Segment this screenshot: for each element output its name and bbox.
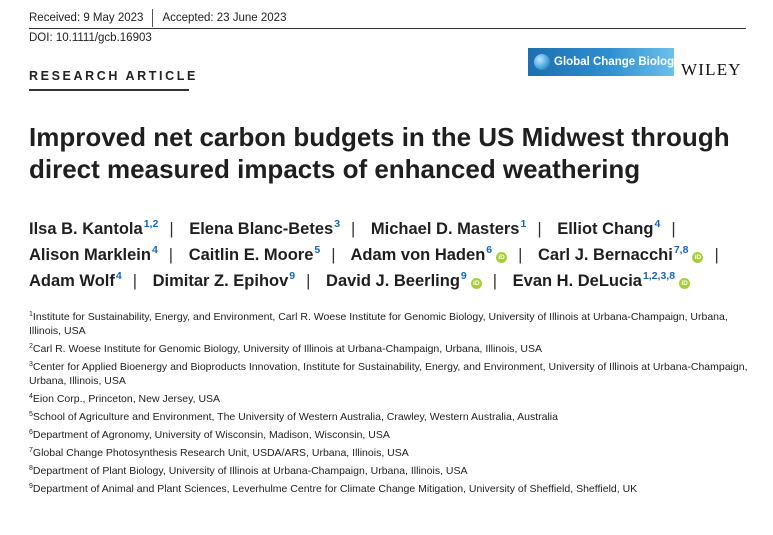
author-name-text: Evan H. DeLucia — [512, 272, 642, 290]
author-separator: | — [492, 272, 498, 290]
author-separator: | — [518, 246, 523, 264]
affiliation-number: 5 — [29, 411, 33, 418]
affiliation-marker[interactable]: 5 — [314, 244, 321, 256]
author-name[interactable]: Evan H. DeLucia1,2,3,8iD — [512, 270, 691, 290]
affiliation-number: 9 — [29, 483, 33, 490]
received-date: Received: 9 May 2023 — [29, 12, 144, 24]
author-name-text: Alison Marklein — [29, 246, 151, 264]
affiliation-text: Center for Applied Bioenergy and Bioprod… — [29, 361, 748, 387]
author-name[interactable]: Carl J. Bernacchi7,8iD — [538, 244, 704, 264]
author-name-text: Michael D. Masters — [370, 220, 520, 238]
affiliation-marker[interactable]: 6 — [486, 244, 493, 256]
affiliation-list: 1Institute for Sustainability, Energy, a… — [29, 310, 754, 500]
author-name-text: David J. Beerling — [326, 272, 460, 290]
affiliation-text: Carl R. Woese Institute for Genomic Biol… — [32, 343, 542, 355]
affiliation-number: 6 — [29, 429, 33, 436]
author-name[interactable]: Michael D. Masters1 — [370, 218, 527, 238]
affiliation-text: Eion Corp., Princeton, New Jersey, USA — [32, 393, 221, 405]
author-name[interactable]: Caitlin E. Moore5 — [188, 244, 321, 264]
affiliation-item: 6Department of Agronomy, University of W… — [29, 428, 754, 442]
affiliation-number: 1 — [29, 311, 33, 318]
affiliation-text: School of Agriculture and Environment, T… — [32, 411, 558, 423]
affiliation-number: 8 — [29, 465, 33, 472]
author-name-text: Elena Blanc-Betes — [189, 220, 334, 238]
affiliation-number: 7 — [29, 447, 33, 454]
article-type-underline — [29, 89, 189, 91]
author-separator: | — [331, 246, 336, 264]
affiliation-number: 3 — [29, 361, 33, 368]
author-separator: | — [169, 220, 174, 238]
article-title: Improved net carbon budgets in the US Mi… — [29, 122, 730, 184]
author-name-text: Ilsa B. Kantola — [29, 220, 143, 238]
affiliation-item: 7Global Change Photosynthesis Research U… — [29, 446, 754, 460]
affiliation-marker[interactable]: 7,8 — [673, 244, 689, 256]
orcid-icon[interactable]: iD — [679, 278, 691, 289]
author-name[interactable]: David J. Beerling9iD — [326, 270, 482, 290]
affiliation-marker[interactable]: 1,2,3,8 — [642, 270, 676, 282]
author-separator: | — [306, 272, 311, 290]
affiliation-marker[interactable]: 4 — [654, 218, 661, 230]
affiliation-item: 4Eion Corp., Princeton, New Jersey, USA — [29, 392, 754, 406]
globe-icon — [534, 54, 550, 70]
affiliation-text: Global Change Photosynthesis Research Un… — [32, 447, 409, 459]
author-separator: | — [132, 272, 138, 290]
affiliation-item: 8Department of Plant Biology, University… — [29, 464, 754, 478]
author-name-text: Carl J. Bernacchi — [538, 246, 673, 264]
author-separator: | — [168, 246, 174, 264]
affiliation-item: 3Center for Applied Bioenergy and Biopro… — [29, 360, 754, 388]
affiliation-text: Department of Animal and Plant Sciences,… — [32, 483, 638, 495]
affiliation-marker[interactable]: 1,2 — [143, 218, 159, 230]
journal-name: Global Change Biology — [554, 56, 681, 68]
author-name-text: Adam Wolf — [29, 272, 115, 290]
accepted-date: Accepted: 23 June 2023 — [162, 12, 287, 24]
author-name-text: Adam von Haden — [350, 246, 486, 264]
author-name-text: Elliot Chang — [557, 220, 654, 238]
orcid-icon[interactable]: iD — [470, 278, 482, 289]
affiliation-item: 2Carl R. Woese Institute for Genomic Bio… — [29, 342, 754, 356]
author-separator: | — [671, 220, 676, 238]
affiliation-text: Department of Plant Biology, University … — [32, 465, 468, 477]
affiliation-marker[interactable]: 9 — [289, 270, 296, 282]
author-name[interactable]: Alison Marklein4 — [29, 244, 158, 264]
author-name[interactable]: Dimitar Z. Epihov9 — [152, 270, 296, 290]
article-type-label: RESEARCH ARTICLE — [29, 69, 198, 83]
affiliation-marker[interactable]: 3 — [334, 218, 341, 230]
doi-link[interactable]: DOI: 10.1111/gcb.16903 — [29, 32, 152, 44]
affiliation-marker[interactable]: 4 — [151, 244, 158, 256]
author-name-text: Dimitar Z. Epihov — [152, 272, 289, 290]
author-separator: | — [351, 220, 356, 238]
author-list: Ilsa B. Kantola1,2 | Elena Blanc-Betes3 | … — [29, 216, 749, 294]
affiliation-item: 1Institute for Sustainability, Energy, a… — [29, 310, 754, 338]
affiliation-text: Institute for Sustainability, Energy, an… — [29, 311, 728, 337]
article-dates: Received: 9 May 2023 Accepted: 23 June 2… — [29, 9, 286, 27]
date-divider — [152, 9, 154, 27]
author-name[interactable]: Adam Wolf4 — [29, 270, 122, 290]
orcid-icon[interactable]: iD — [692, 252, 704, 263]
affiliation-text: Department of Agronomy, University of Wi… — [32, 429, 390, 441]
author-name-text: Caitlin E. Moore — [188, 246, 314, 264]
author-separator: | — [714, 246, 719, 264]
affiliation-marker[interactable]: 9 — [460, 270, 467, 282]
affiliation-marker[interactable]: 4 — [115, 270, 122, 282]
affiliation-number: 2 — [29, 343, 33, 350]
journal-logo[interactable]: Global Change Biology — [528, 48, 681, 76]
header-rule — [29, 28, 746, 29]
author-name[interactable]: Adam von Haden6iD — [350, 244, 508, 264]
author-separator: | — [537, 220, 542, 238]
author-name[interactable]: Elliot Chang4 — [557, 218, 661, 238]
author-name[interactable]: Ilsa B. Kantola1,2 — [29, 218, 159, 238]
affiliation-item: 9Department of Animal and Plant Sciences… — [29, 482, 754, 496]
affiliation-number: 4 — [29, 393, 33, 400]
affiliation-marker[interactable]: 1 — [520, 218, 527, 230]
orcid-icon[interactable]: iD — [496, 252, 508, 263]
affiliation-item: 5School of Agriculture and Environment, … — [29, 410, 754, 424]
publisher-logo: WILEY — [681, 60, 742, 79]
author-name[interactable]: Elena Blanc-Betes3 — [189, 218, 341, 238]
